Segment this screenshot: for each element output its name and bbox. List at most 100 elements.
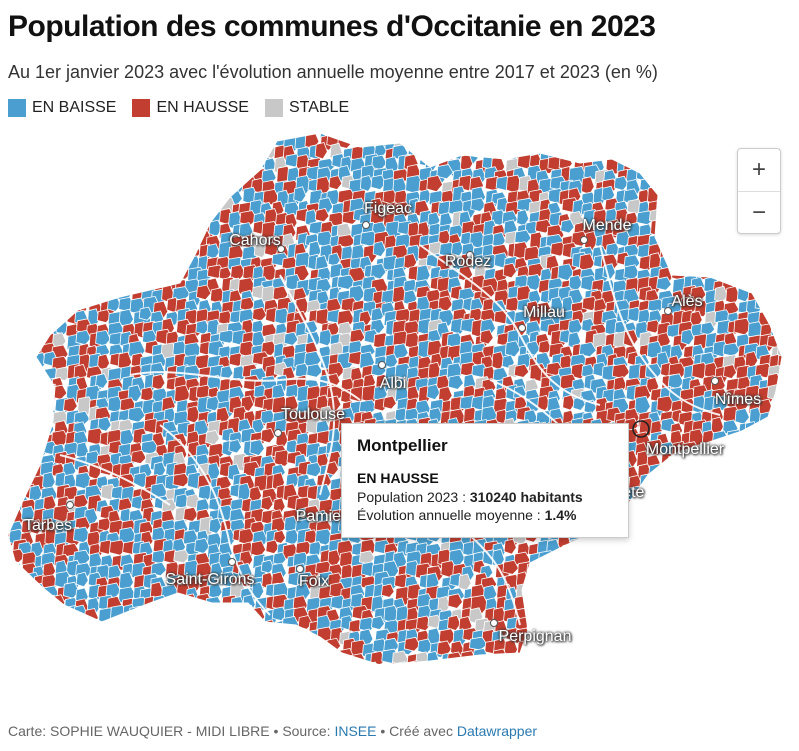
commune-cell[interactable] (61, 626, 76, 642)
commune-cell[interactable] (107, 166, 124, 181)
commune-cell[interactable] (242, 144, 258, 165)
commune-cell[interactable] (150, 663, 167, 683)
commune-cell[interactable] (794, 329, 799, 346)
commune-cell[interactable] (790, 429, 799, 445)
commune-cell[interactable] (725, 528, 744, 545)
commune-cell[interactable] (194, 164, 210, 179)
commune-cell[interactable] (679, 125, 694, 140)
commune-cell[interactable] (241, 637, 259, 657)
commune-cell[interactable] (55, 606, 71, 621)
commune-cell[interactable] (776, 418, 794, 436)
commune-cell[interactable] (689, 188, 705, 203)
commune-cell[interactable] (11, 189, 31, 207)
commune-cell[interactable] (43, 662, 62, 681)
commune-cell[interactable] (584, 230, 598, 251)
commune-cell[interactable] (694, 529, 711, 545)
commune-cell[interactable] (119, 614, 135, 631)
commune-cell[interactable] (76, 197, 91, 215)
commune-cell[interactable] (220, 603, 234, 624)
commune-cell[interactable] (85, 180, 101, 200)
commune-cell[interactable] (231, 158, 248, 178)
commune-cell[interactable] (690, 541, 708, 556)
commune-cell[interactable] (573, 671, 591, 684)
commune-cell[interactable] (152, 674, 168, 689)
commune-cell[interactable] (634, 576, 653, 595)
commune-cell[interactable] (89, 134, 108, 150)
commune-cell[interactable] (593, 125, 612, 143)
commune-cell[interactable] (31, 662, 50, 682)
commune-cell[interactable] (778, 560, 794, 576)
commune-cell[interactable] (145, 675, 160, 689)
commune-cell[interactable] (788, 310, 799, 325)
commune-cell[interactable] (77, 265, 95, 283)
commune-cell[interactable] (106, 618, 122, 635)
commune-cell[interactable] (65, 133, 83, 151)
commune-cell[interactable] (646, 641, 665, 662)
commune-cell[interactable] (0, 676, 9, 690)
commune-cell[interactable] (447, 374, 465, 390)
commune-cell[interactable] (715, 675, 730, 692)
commune-cell[interactable] (549, 674, 565, 691)
commune-cell[interactable] (107, 133, 122, 148)
commune-cell[interactable] (21, 596, 40, 614)
commune-cell[interactable] (241, 125, 256, 138)
commune-cell[interactable] (700, 629, 719, 645)
commune-cell[interactable] (23, 395, 42, 416)
commune-cell[interactable] (160, 650, 179, 665)
commune-cell[interactable] (777, 499, 792, 516)
commune-cell[interactable] (770, 256, 785, 275)
commune-cell[interactable] (766, 549, 783, 567)
commune-cell[interactable] (693, 636, 713, 652)
commune-cell[interactable] (493, 133, 510, 152)
commune-cell[interactable] (437, 295, 453, 312)
commune-cell[interactable] (186, 640, 201, 660)
commune-cell[interactable] (140, 180, 159, 196)
commune-cell[interactable] (790, 620, 799, 636)
commune-cell[interactable] (606, 125, 626, 142)
commune-cell[interactable] (44, 209, 60, 228)
commune-cell[interactable] (53, 132, 67, 147)
commune-cell[interactable] (207, 187, 222, 207)
commune-cell[interactable] (98, 223, 113, 243)
commune-cell[interactable] (746, 539, 762, 558)
commune-cell[interactable] (42, 189, 61, 206)
commune-cell[interactable] (639, 608, 659, 625)
commune-cell[interactable] (85, 631, 102, 651)
commune-cell[interactable] (105, 648, 123, 665)
commune-cell[interactable] (415, 142, 430, 159)
commune-cell[interactable] (188, 186, 206, 206)
commune-cell[interactable] (95, 630, 112, 646)
commune-cell[interactable] (704, 617, 721, 636)
commune-cell[interactable] (646, 561, 661, 577)
commune-cell[interactable] (219, 650, 237, 669)
commune-cell[interactable] (771, 615, 784, 631)
commune-cell[interactable] (680, 475, 698, 493)
commune-cell[interactable] (737, 266, 754, 284)
commune-cell[interactable] (23, 136, 37, 152)
commune-cell[interactable] (679, 608, 695, 624)
commune-cell[interactable] (359, 174, 374, 192)
commune-cell[interactable] (1, 377, 19, 395)
commune-cell[interactable] (699, 652, 716, 666)
commune-cell[interactable] (143, 133, 162, 152)
commune-cell[interactable] (672, 638, 691, 654)
commune-cell[interactable] (669, 606, 684, 622)
commune-cell[interactable] (272, 675, 285, 692)
commune-cell[interactable] (23, 289, 40, 308)
commune-cell[interactable] (0, 508, 13, 524)
commune-cell[interactable] (10, 419, 29, 438)
commune-cell[interactable] (219, 662, 237, 679)
commune-cell[interactable] (668, 563, 687, 582)
commune-cell[interactable] (680, 262, 696, 278)
commune-cell[interactable] (20, 637, 37, 652)
commune-cell[interactable] (154, 618, 170, 637)
commune-cell[interactable] (616, 651, 634, 668)
commune-cell[interactable] (656, 572, 674, 591)
commune-cell[interactable] (645, 581, 664, 597)
commune-cell[interactable] (327, 252, 341, 267)
commune-cell[interactable] (415, 125, 433, 139)
commune-cell[interactable] (188, 221, 206, 236)
commune-cell[interactable] (550, 296, 564, 315)
commune-cell[interactable] (8, 617, 22, 635)
commune-cell[interactable] (132, 167, 150, 185)
